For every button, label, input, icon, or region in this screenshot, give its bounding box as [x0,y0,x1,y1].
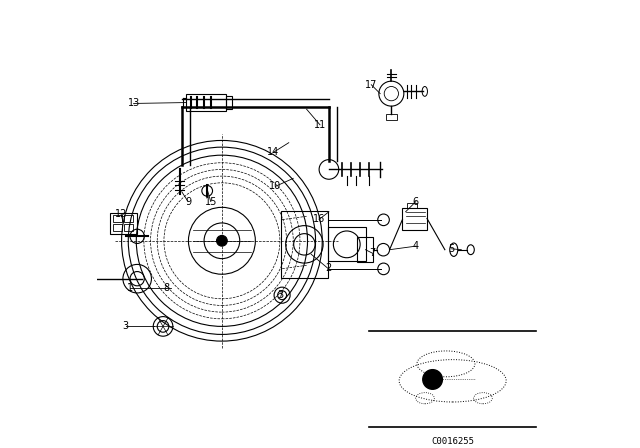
Text: 16: 16 [313,215,325,224]
Bar [403,208,427,230]
Text: 3: 3 [278,290,284,300]
Bar [386,114,397,120]
Bar [124,215,133,222]
Text: 5: 5 [449,244,454,254]
Text: 14: 14 [267,147,279,158]
Text: 6: 6 [413,197,419,207]
Circle shape [423,370,442,389]
Bar [109,213,137,234]
Bar [113,215,122,222]
Text: 15: 15 [205,197,217,207]
Bar [356,237,372,262]
Circle shape [216,236,227,246]
Bar [186,94,227,112]
Text: 10: 10 [269,181,282,191]
Bar [81,271,94,287]
Bar [124,224,133,231]
Text: 17: 17 [365,80,378,90]
Bar [328,228,365,261]
Text: 8: 8 [163,283,169,293]
Text: 2: 2 [325,263,331,273]
Text: 13: 13 [127,99,140,108]
Text: 7: 7 [369,248,376,258]
Text: 11: 11 [314,120,326,130]
Text: 1: 1 [127,283,132,293]
Bar [281,211,328,278]
Text: 12: 12 [115,209,127,219]
Bar [113,224,122,231]
Text: 4: 4 [413,241,419,251]
Text: 3: 3 [122,321,129,332]
Text: C0016255: C0016255 [431,437,474,446]
Bar [407,203,417,208]
Bar [227,96,232,109]
Text: 9: 9 [185,197,191,207]
